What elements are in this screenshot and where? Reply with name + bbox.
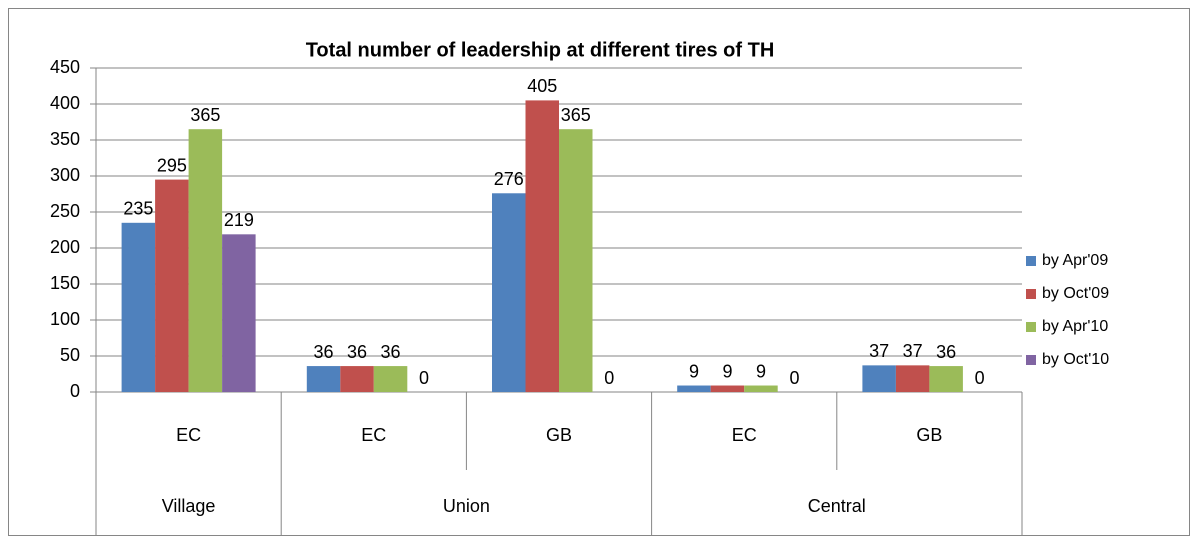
legend-label: by Apr'09 (1042, 252, 1108, 269)
group-label: Union (443, 496, 490, 516)
legend-swatch (1026, 256, 1036, 266)
bar (929, 366, 963, 392)
group-label: Village (162, 496, 216, 516)
y-tick-label: 300 (50, 165, 80, 185)
y-tick-label: 50 (60, 345, 80, 365)
data-label: 295 (157, 155, 187, 175)
data-label: 9 (722, 361, 732, 381)
x-tick-label: EC (732, 425, 757, 445)
data-label: 276 (494, 169, 524, 189)
bar (492, 193, 526, 392)
y-tick-label: 200 (50, 237, 80, 257)
data-label: 0 (604, 368, 614, 388)
bar (710, 385, 745, 392)
legend-swatch (1026, 322, 1036, 332)
data-label: 36 (936, 342, 956, 362)
y-tick-label: 400 (50, 93, 80, 113)
data-label: 235 (123, 199, 153, 219)
data-label: 365 (561, 105, 591, 125)
bar (862, 365, 896, 392)
data-label: 37 (903, 341, 923, 361)
bar (559, 129, 593, 392)
bar (895, 365, 930, 392)
group-label: Central (808, 496, 866, 516)
bar (188, 129, 223, 392)
y-tick-label: 350 (50, 129, 80, 149)
data-label: 36 (381, 342, 401, 362)
data-label: 365 (190, 105, 220, 125)
data-label: 9 (756, 361, 766, 381)
y-tick-label: 0 (70, 381, 80, 401)
data-label: 219 (224, 210, 254, 230)
bar (121, 222, 156, 392)
legend-swatch (1026, 355, 1036, 365)
data-label: 0 (789, 368, 799, 388)
data-label: 37 (869, 341, 889, 361)
x-tick-label: EC (176, 425, 201, 445)
bar (677, 385, 711, 392)
legend-label: by Apr'10 (1042, 318, 1108, 335)
x-tick-label: EC (361, 425, 386, 445)
bar (155, 179, 189, 392)
data-label: 0 (975, 368, 985, 388)
data-label: 36 (347, 342, 367, 362)
data-label: 9 (689, 361, 699, 381)
data-label: 36 (314, 342, 334, 362)
legend-label: by Oct'09 (1042, 285, 1109, 302)
data-label: 405 (527, 76, 557, 96)
x-tick-label: GB (546, 425, 572, 445)
chart-title: Total number of leadership at different … (306, 39, 775, 61)
bar (744, 385, 778, 392)
bar (525, 100, 559, 393)
y-tick-label: 100 (50, 309, 80, 329)
bar (306, 366, 341, 392)
bar (222, 234, 256, 392)
data-label: 0 (419, 368, 429, 388)
bar (340, 366, 374, 392)
legend-swatch (1026, 289, 1036, 299)
y-tick-label: 250 (50, 201, 80, 221)
legend-label: by Oct'10 (1042, 351, 1109, 368)
bar (373, 366, 408, 392)
y-tick-label: 450 (50, 57, 80, 77)
x-tick-label: GB (916, 425, 942, 445)
y-tick-label: 150 (50, 273, 80, 293)
